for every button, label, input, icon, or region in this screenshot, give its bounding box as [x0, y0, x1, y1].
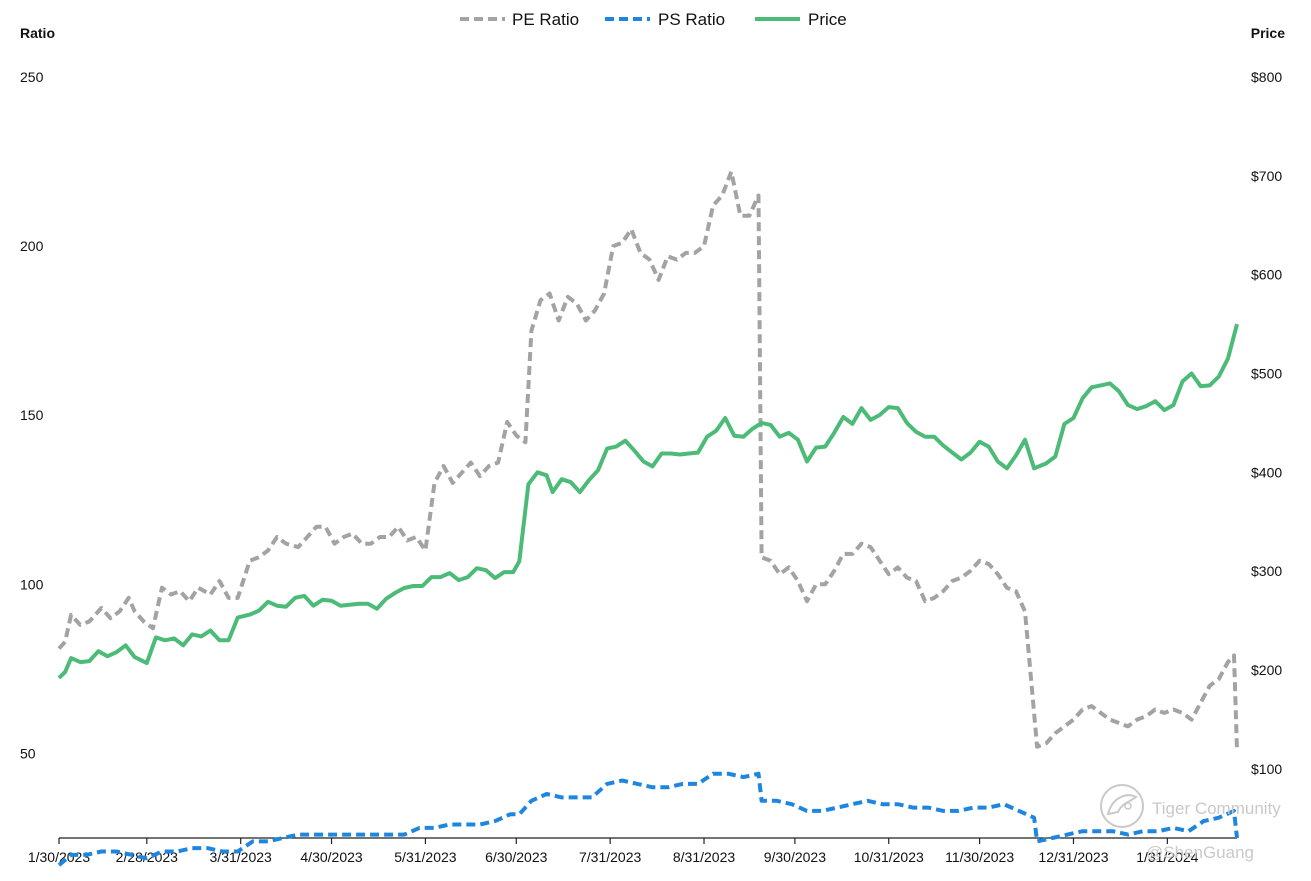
pe-ratio-line	[57, 169, 1239, 751]
left-axis-ticks: 50 100 150 200 250	[20, 69, 44, 761]
right-tick-label: $100	[1251, 761, 1282, 777]
x-tick-label: 12/31/2023	[1038, 849, 1108, 865]
x-tick-label: 5/31/2023	[394, 849, 456, 865]
series-layer	[57, 169, 1239, 867]
x-tick-label: 10/31/2023	[854, 849, 924, 865]
left-tick-label: 50	[20, 745, 36, 761]
right-tick-label: $500	[1251, 365, 1282, 381]
right-tick-label: $700	[1251, 168, 1282, 184]
x-tick-label: 11/30/2023	[945, 849, 1014, 865]
watermark: Tiger Community @ShenGuang	[1100, 784, 1281, 862]
x-tick-label: 6/30/2023	[485, 849, 547, 865]
right-tick-label: $600	[1251, 267, 1282, 283]
legend-label-pe: PE Ratio	[512, 10, 579, 29]
legend: PE Ratio PS Ratio Price	[460, 10, 847, 29]
left-tick-label: 250	[20, 69, 44, 85]
legend-label-price: Price	[808, 10, 847, 29]
left-axis-title: Ratio	[20, 25, 55, 41]
watermark-brand: Tiger Community	[1152, 799, 1281, 818]
right-axis-ticks: $100 $200 $300 $400 $500 $600 $700 $800	[1251, 69, 1282, 777]
left-tick-label: 100	[20, 576, 44, 592]
right-axis-title: Price	[1251, 25, 1285, 41]
right-tick-label: $800	[1251, 69, 1282, 85]
right-tick-label: $300	[1251, 563, 1282, 579]
x-axis: 1/30/2023 2/28/2023 3/31/2023 4/30/2023 5/31…	[28, 837, 1237, 865]
x-tick-label: 7/31/2023	[579, 849, 641, 865]
x-tick-label: 4/30/2023	[300, 849, 362, 865]
ps-ratio-line	[57, 771, 1239, 867]
x-tick-label: 8/31/2023	[673, 849, 735, 865]
tiger-logo-icon	[1100, 784, 1144, 828]
right-tick-label: $400	[1251, 464, 1282, 480]
right-tick-label: $200	[1251, 662, 1282, 678]
price-line	[57, 323, 1239, 680]
watermark-handle: @ShenGuang	[1146, 843, 1254, 862]
x-tick-label: 1/31/2024	[1136, 849, 1198, 865]
legend-label-ps: PS Ratio	[658, 10, 725, 29]
x-tick-label: 9/30/2023	[764, 849, 826, 865]
left-tick-label: 200	[20, 238, 44, 254]
left-tick-label: 150	[20, 407, 44, 423]
